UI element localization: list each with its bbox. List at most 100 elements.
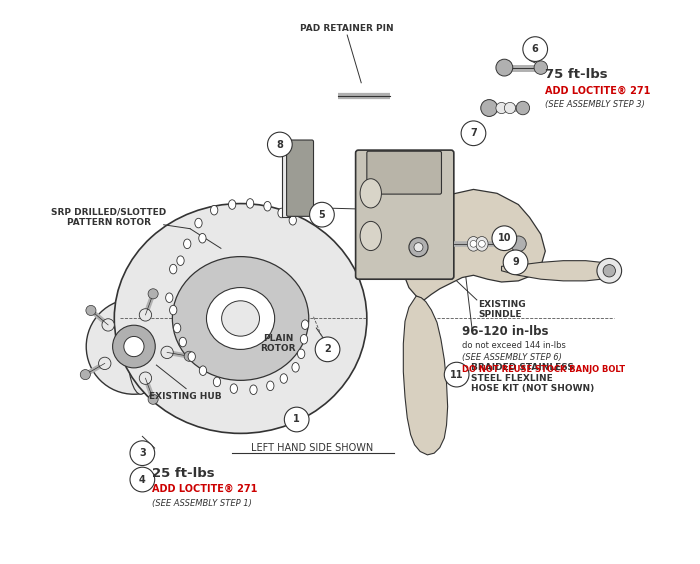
Ellipse shape (179, 337, 186, 347)
Ellipse shape (199, 233, 206, 243)
Text: LEFT HAND SIDE SHOWN: LEFT HAND SIDE SHOWN (251, 443, 373, 453)
Circle shape (492, 226, 517, 250)
Ellipse shape (250, 385, 257, 395)
Polygon shape (403, 296, 448, 455)
Polygon shape (501, 261, 608, 281)
Ellipse shape (114, 204, 367, 433)
Text: PAD RETAINER PIN: PAD RETAINER PIN (300, 24, 394, 33)
Ellipse shape (127, 299, 154, 394)
Text: 1: 1 (293, 415, 300, 425)
Circle shape (139, 309, 152, 321)
Circle shape (523, 37, 547, 61)
Circle shape (470, 240, 477, 247)
Circle shape (444, 362, 469, 387)
Text: EXISTING
SPINDLE: EXISTING SPINDLE (478, 300, 526, 319)
Text: SRP DRILLED/SLOTTED
PATTERN ROTOR: SRP DRILLED/SLOTTED PATTERN ROTOR (51, 208, 167, 227)
Text: 7: 7 (470, 128, 477, 138)
Circle shape (148, 394, 158, 404)
FancyBboxPatch shape (286, 140, 314, 217)
Ellipse shape (199, 366, 206, 376)
Text: ADD LOCTITE® 271: ADD LOCTITE® 271 (545, 86, 651, 96)
Text: 9: 9 (512, 257, 519, 267)
Ellipse shape (183, 239, 191, 249)
Circle shape (139, 372, 152, 384)
Ellipse shape (174, 323, 181, 333)
Text: BRAIDED STAINLESS
STEEL FLEXLINE
HOSE KIT (NOT SHOWN): BRAIDED STAINLESS STEEL FLEXLINE HOSE KI… (470, 363, 594, 393)
Circle shape (161, 346, 174, 359)
Ellipse shape (278, 208, 285, 218)
Ellipse shape (169, 265, 177, 274)
Ellipse shape (264, 201, 271, 211)
Circle shape (148, 289, 158, 299)
Circle shape (130, 467, 155, 492)
Circle shape (124, 337, 144, 356)
Text: 25 ft-lbs: 25 ft-lbs (153, 466, 215, 479)
Text: (SEE ASSEMBLY STEP 6): (SEE ASSEMBLY STEP 6) (462, 352, 562, 362)
Ellipse shape (468, 236, 480, 251)
Text: (SEE ASSEMBLY STEP 3): (SEE ASSEMBLY STEP 3) (545, 100, 645, 109)
Circle shape (284, 407, 309, 432)
Text: do not exceed 144 in-lbs: do not exceed 144 in-lbs (462, 341, 566, 350)
Ellipse shape (206, 288, 274, 350)
Ellipse shape (169, 305, 177, 315)
Ellipse shape (195, 218, 202, 228)
Ellipse shape (289, 215, 296, 225)
Circle shape (504, 103, 516, 113)
Circle shape (130, 441, 155, 465)
Ellipse shape (230, 384, 237, 394)
Ellipse shape (280, 374, 288, 384)
Text: 2: 2 (324, 345, 331, 354)
Ellipse shape (300, 334, 307, 344)
Ellipse shape (211, 205, 218, 215)
Circle shape (315, 337, 340, 362)
Circle shape (409, 237, 428, 257)
Circle shape (603, 265, 615, 277)
Ellipse shape (302, 320, 309, 329)
Circle shape (496, 59, 513, 76)
Ellipse shape (166, 293, 173, 302)
Ellipse shape (177, 256, 184, 266)
Circle shape (461, 121, 486, 146)
Circle shape (267, 132, 292, 157)
Circle shape (102, 319, 114, 331)
Text: 96-120 in-lbs: 96-120 in-lbs (462, 325, 549, 338)
Circle shape (80, 369, 90, 380)
Ellipse shape (298, 349, 304, 359)
Ellipse shape (188, 352, 195, 362)
Ellipse shape (228, 200, 236, 209)
Circle shape (481, 100, 498, 116)
Text: 8: 8 (276, 139, 284, 149)
FancyBboxPatch shape (282, 139, 290, 218)
Circle shape (414, 243, 423, 252)
Circle shape (309, 202, 335, 227)
Circle shape (503, 250, 528, 275)
Text: 11: 11 (450, 369, 463, 380)
Ellipse shape (246, 199, 254, 208)
Text: 75 ft-lbs: 75 ft-lbs (545, 68, 608, 81)
Circle shape (597, 258, 622, 283)
Circle shape (479, 240, 485, 247)
Text: EXISTING HUB: EXISTING HUB (149, 392, 222, 401)
Text: 4: 4 (139, 474, 146, 484)
Circle shape (86, 299, 181, 394)
Text: 6: 6 (532, 44, 538, 54)
Ellipse shape (360, 222, 382, 250)
Ellipse shape (267, 381, 274, 391)
Ellipse shape (476, 236, 488, 251)
Ellipse shape (292, 363, 299, 372)
Circle shape (534, 61, 547, 74)
Circle shape (99, 357, 111, 369)
Polygon shape (405, 190, 545, 300)
Text: PLAIN
ROTOR: PLAIN ROTOR (260, 334, 296, 353)
Text: 3: 3 (139, 448, 146, 458)
FancyBboxPatch shape (367, 151, 442, 194)
Circle shape (113, 325, 155, 368)
Ellipse shape (222, 301, 260, 336)
Ellipse shape (172, 257, 309, 380)
Text: 5: 5 (318, 210, 326, 219)
Circle shape (86, 306, 96, 315)
Circle shape (510, 236, 526, 252)
Text: 10: 10 (498, 233, 511, 243)
Text: ADD LOCTITE® 271: ADD LOCTITE® 271 (153, 484, 258, 494)
Ellipse shape (214, 377, 220, 387)
